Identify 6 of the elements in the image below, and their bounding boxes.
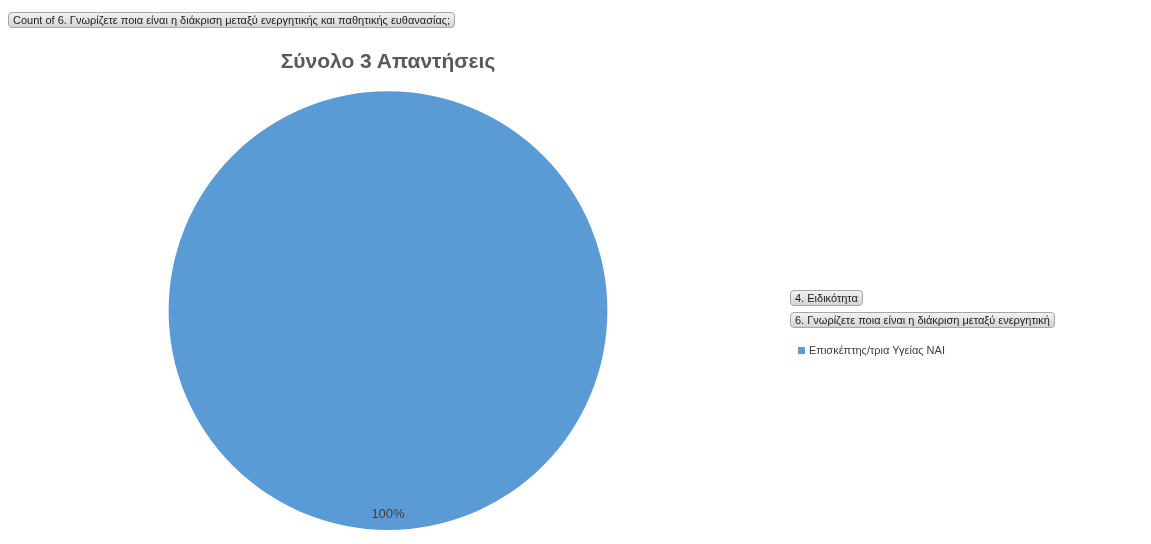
legend-label: Επισκέπτης/τρια Υγείας ΝΑΙ <box>809 344 945 356</box>
text: 4. Ειδικότητα <box>790 290 863 306</box>
text: 6. Γνωρίζετε ποια είναι η διάκριση μεταξύ ενεργητική <box>790 312 1055 328</box>
text: Count of 6. Γνωρίζετε ποια είναι η διάκριση μεταξύ ενεργητικής και παθητικής ευθανασίας; <box>8 12 456 28</box>
chart-title: Σύνολο 3 Απαντήσεις <box>280 49 496 74</box>
data-label: 100% <box>371 506 406 522</box>
